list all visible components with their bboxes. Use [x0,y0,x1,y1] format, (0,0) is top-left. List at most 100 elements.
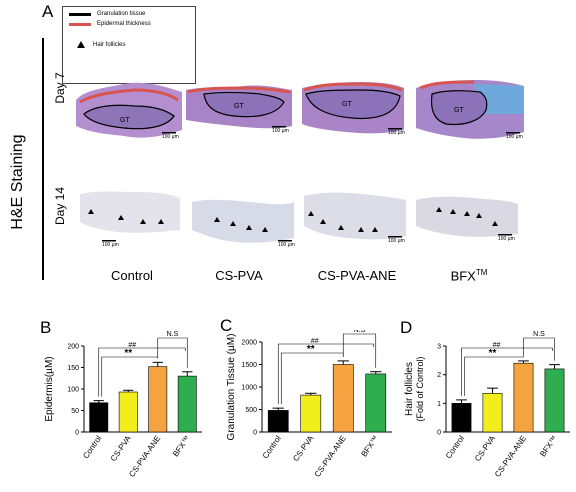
histology-day7-cs-pva-ane: GT 100 µm [302,82,405,136]
category-label-3: BFX™ [538,434,559,458]
panel-letter-b: B [40,318,52,337]
y-tick-label: 0 [437,430,441,437]
star-label: ** [307,344,315,355]
bar-0 [267,410,289,433]
scale-label: 100 µm [272,128,289,134]
hash-label: ## [128,342,136,349]
bar-0 [89,402,109,433]
star-bracket [464,356,524,396]
day14-label-text: Day 14 [53,186,67,226]
panel-letter-c: C [220,316,233,335]
gt-label: GT [234,103,244,110]
scale-label: 100 µm [388,130,405,136]
legend-epidermal-swatch [69,22,91,26]
bar-1 [482,392,503,433]
staining-divider [42,38,44,280]
day7-label: Day 7 [50,58,70,118]
category-label-3: BFX™ [360,434,381,458]
category-label-2: CS-PVA-ANE [313,434,348,479]
chart-granulation: 0 500 1000 1500 2000 Granulation Tissue (µM) C… [226,330,392,479]
hash-bracket [277,343,375,405]
group-label-bfx: BFXTM [414,268,524,283]
category-label-3: BFX™ [171,434,192,458]
category-label-1: CS-PVA [473,433,497,463]
star-label: ** [489,348,497,359]
group-label-cs-pva-ane: CS-PVA-ANE [317,268,397,283]
ns-label: N.S [167,331,179,338]
scale-label: 100 µm [498,236,515,242]
hash-bracket [98,347,186,397]
y-axis-label: Epidermis(µM) [44,356,55,421]
ns-label: N.S [354,330,366,334]
gt-label: GT [120,117,130,124]
category-label-0: Control [81,434,103,460]
y-tick-label: 150 [67,365,79,372]
y-tick-label: 1000 [241,385,257,392]
panel-letter-a: A [42,2,54,21]
hash-label: ## [311,338,319,345]
category-label-1: CS-PVA [109,433,133,463]
bar-3 [544,368,565,433]
ns-bracket [523,337,555,361]
legend-granulation-swatch [69,12,91,16]
hash-bracket [461,347,553,396]
staining-title: H&E Staining [0,122,36,242]
bar-3 [365,373,387,433]
day14-label: Day 14 [50,176,70,236]
ns-bracket [342,333,377,368]
histology-day14-control: 100 µm [80,191,180,248]
legend-epidermal-label: Epidermal thickness [97,21,151,27]
y-axis-label: Granulation Tissue (µM) [226,334,237,441]
chart-hair-follicles: 0 1 2 3 Hair follicles (Fold of Control) Contr… [404,331,570,479]
star-label: ** [124,348,132,359]
group-label-control: Control [111,268,153,283]
scale-label: 100 µm [278,242,295,248]
star-bracket [280,352,344,405]
legend-hair: Hair follicles [69,41,125,48]
y-tick-label: 500 [245,407,257,414]
bar-1 [118,391,138,433]
hash-label: ## [493,342,501,349]
scale-label: 100 µm [102,242,119,248]
gt-label: GT [454,107,464,114]
category-label-2: CS-PVA-ANE [127,434,162,479]
panel-letter-d: D [400,318,413,337]
y-tick-label: 100 [67,387,79,394]
ns-label: N.S [533,331,545,338]
legend-epidermal: Epidermal thickness [69,21,151,27]
y-tick-label: 1 [437,401,441,408]
legend-granulation: Granulation tissue [69,11,145,17]
histology-day14-cs-pva-ane: 100 µm [304,192,406,244]
y-tick-label: 2000 [241,340,257,347]
bar-2 [513,362,534,433]
bar-3 [177,375,197,433]
y-tick-label: 0 [75,430,79,437]
star-bracket [101,356,159,397]
group-label-cs-pva: CS-PVA [215,268,263,283]
category-label-0: Control [261,434,283,460]
histology-day7-control: GT 100 µm [76,82,182,140]
histology-day14-bfx: 100 µm [416,196,518,242]
y-tick-label: 200 [67,344,79,351]
y-tick-label: 0 [253,430,257,437]
ns-bracket [157,337,188,368]
gt-label: GT [342,101,352,108]
scale-label: 100 µm [506,134,523,140]
y-axis-label: Hair follicles [404,362,415,416]
staining-title-text: H&E Staining [9,134,26,230]
bar-1 [300,394,322,433]
category-label-1: CS-PVA [291,433,315,463]
histology-day7-cs-pva: GT 100 µm [186,85,292,134]
bar-2 [332,364,354,433]
category-label-0: Control [444,434,466,460]
bar-0 [451,403,472,433]
bfx-text: BFX [450,268,476,284]
y-tick-label: 1500 [241,362,257,369]
tm-superscript: TM [475,268,488,277]
y-tick-label: 3 [437,344,441,351]
legend-granulation-label: Granulation tissue [97,11,146,17]
bar-2 [148,366,168,433]
scale-label: 100 µm [162,134,179,140]
triangle-icon [77,41,85,48]
chart-epidermis: 0 50 100 150 200 Epidermis(µM) Control CS-PVACS… [44,331,202,479]
